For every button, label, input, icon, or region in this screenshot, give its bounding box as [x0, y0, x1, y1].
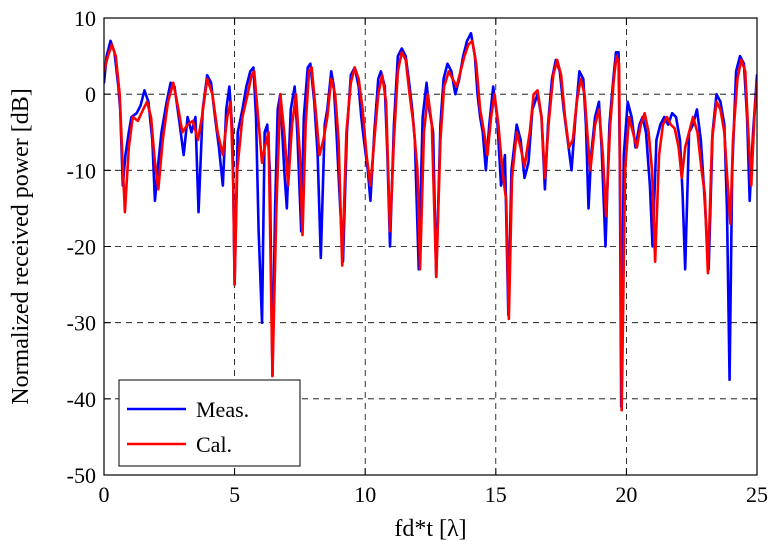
series-layer: [104, 31, 757, 412]
y-tick-label: 0: [85, 82, 96, 107]
x-tick-label: 5: [229, 482, 240, 507]
y-tick-label: -40: [67, 387, 96, 412]
y-tick-labels: -50 -40 -30 -20 -10 0 10: [67, 6, 96, 488]
tick-marks: [103, 17, 758, 476]
legend: Meas. Cal.: [118, 379, 301, 467]
plot-area: [104, 31, 757, 412]
x-tick-label: 15: [485, 482, 507, 507]
legend-label-meas: Meas.: [196, 397, 249, 422]
y-axis-label: Normalized received power [dB]: [8, 88, 34, 405]
y-tick-label: -30: [67, 311, 96, 336]
y-tick-label: 10: [74, 6, 96, 31]
x-tick-labels: 0 5 10 15 20 25: [99, 482, 769, 507]
x-tick-label: 20: [615, 482, 637, 507]
legend-label-cal: Cal.: [196, 432, 232, 457]
x-tick-label: 0: [99, 482, 110, 507]
y-tick-label: -10: [67, 158, 96, 183]
legend-box: [118, 379, 301, 467]
series-line-cal: [104, 39, 757, 412]
y-tick-label: -20: [67, 235, 96, 260]
series-line-meas: [104, 31, 757, 408]
y-tick-label: -50: [67, 463, 96, 488]
x-tick-label: 25: [746, 482, 768, 507]
x-tick-label: 10: [354, 482, 376, 507]
x-axis-label: fd*t [λ]: [394, 516, 466, 542]
